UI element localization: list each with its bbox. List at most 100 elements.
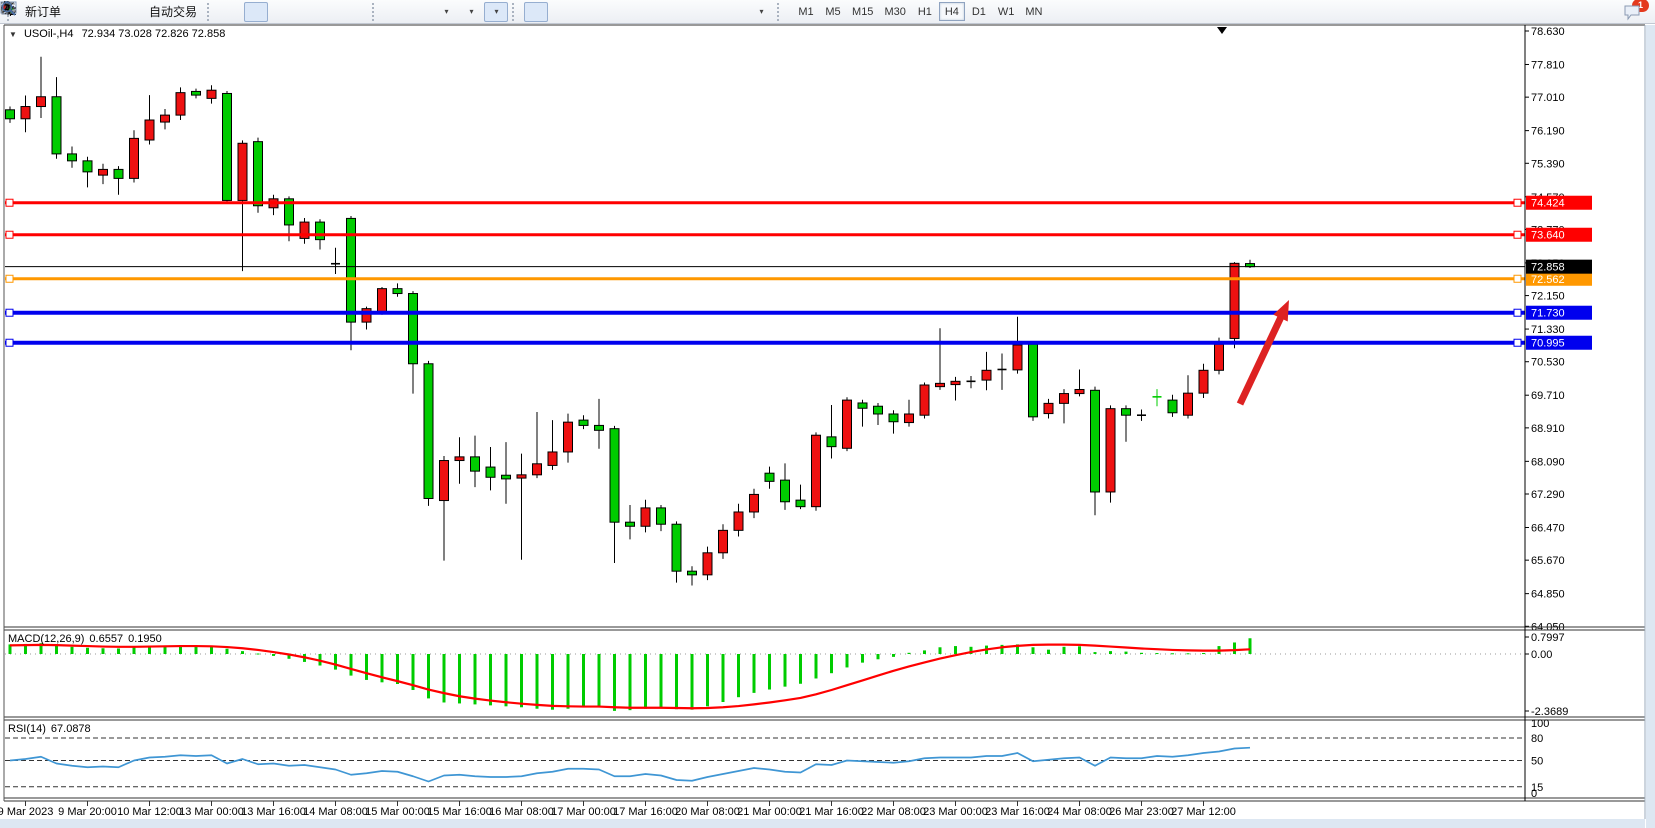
- line-handle[interactable]: [1513, 274, 1522, 283]
- zoom-in-button[interactable]: [1, 1, 318, 22]
- svg-text:72.858: 72.858: [1531, 262, 1565, 274]
- chart-title: ▼ USOil-,H4 72.934 73.028 72.826 72.858: [9, 28, 225, 40]
- svg-text:78.630: 78.630: [1531, 26, 1565, 38]
- line-handle[interactable]: [5, 198, 14, 207]
- svg-text:68.090: 68.090: [1531, 456, 1565, 468]
- line-handle[interactable]: [1513, 338, 1522, 347]
- line-handle[interactable]: [1513, 198, 1522, 207]
- svg-text:64.850: 64.850: [1531, 589, 1565, 601]
- svg-text:69.710: 69.710: [1531, 390, 1565, 402]
- period-button[interactable]: ▾: [2, 2, 483, 22]
- timeframe-h4[interactable]: H4: [938, 2, 965, 21]
- chart-shift-marker[interactable]: [1217, 27, 1227, 34]
- text-tool-button[interactable]: A: [4, 2, 723, 22]
- line-handle[interactable]: [1513, 230, 1522, 239]
- svg-text:67.290: 67.290: [1531, 489, 1565, 501]
- line-handle[interactable]: [5, 274, 14, 283]
- chart-menu-triangle[interactable]: ▼: [9, 30, 17, 39]
- svg-text:0: 0: [1531, 788, 1537, 800]
- timeframe-group: M1 M5 M15 M30 H1 H4 D1 W1 MN: [793, 2, 1047, 21]
- svg-text:71.730: 71.730: [1531, 308, 1565, 320]
- macd-name: MACD(12,26,9): [8, 633, 85, 645]
- svg-text:17 Mar 00:00: 17 Mar 00:00: [551, 806, 616, 818]
- vertical-line-tool-button[interactable]: [7, 2, 598, 22]
- horizontal-line-tool-button[interactable]: [2, 2, 623, 22]
- toolbar-grip[interactable]: [777, 2, 785, 21]
- templates-button[interactable]: ▾: [1, 1, 458, 22]
- channel-tool-button[interactable]: E: [0, 1, 673, 22]
- svg-text:15 Mar 16:00: 15 Mar 16:00: [427, 806, 492, 818]
- rsi-name: RSI(14): [8, 723, 46, 735]
- svg-text:20 Mar 08:00: 20 Mar 08:00: [675, 806, 740, 818]
- zoom-out-button[interactable]: [1, 1, 343, 22]
- line-handle[interactable]: [1513, 308, 1522, 317]
- text-icon: A: [4, 3, 12, 15]
- timeframe-m1[interactable]: M1: [793, 2, 819, 21]
- line-handle[interactable]: [5, 230, 14, 239]
- svg-text:100: 100: [1531, 718, 1549, 730]
- line-handle[interactable]: [5, 308, 14, 317]
- trendline-tool-button[interactable]: [1, 2, 648, 22]
- svg-text:13 Mar 00:00: 13 Mar 00:00: [179, 806, 244, 818]
- notifications-button[interactable]: 1: [1623, 0, 1649, 21]
- crosshair-tool-button[interactable]: [1, 1, 573, 22]
- svg-text:17 Mar 16:00: 17 Mar 16:00: [613, 806, 678, 818]
- macd-value: 0.6557: [89, 633, 124, 645]
- timeframe-m15[interactable]: M15: [847, 2, 878, 21]
- svg-text:80: 80: [1531, 733, 1543, 745]
- line-price-flag: [1526, 271, 1592, 286]
- cursor-tool-button[interactable]: [4, 1, 549, 22]
- svg-text:0.00: 0.00: [1531, 649, 1552, 661]
- terminal-button[interactable]: [1, 1, 117, 22]
- line-price-flag: [1526, 227, 1592, 242]
- chart-ohlc-values: 72.934 73.028 72.826 72.858: [81, 28, 226, 40]
- fibonacci-tool-button[interactable]: F: [1, 2, 698, 22]
- svg-text:13 Mar 16:00: 13 Mar 16:00: [241, 806, 306, 818]
- line-chart-mode-button[interactable]: [1, 2, 293, 22]
- candles-layer: [5, 56, 1255, 586]
- bar-chart-mode-button[interactable]: [2, 2, 243, 22]
- timeframe-m30[interactable]: M30: [879, 2, 910, 21]
- timeframe-mn[interactable]: MN: [1020, 2, 1047, 21]
- timeframe-w1[interactable]: W1: [993, 2, 1020, 21]
- profile-step-button[interactable]: [2, 2, 433, 22]
- timeframe-m5[interactable]: M5: [820, 2, 846, 21]
- svg-text:23 Mar 16:00: 23 Mar 16:00: [985, 806, 1050, 818]
- tile-windows-button[interactable]: [2, 2, 368, 22]
- profile-forward-button[interactable]: [2, 2, 408, 22]
- svg-text:15 Mar 00:00: 15 Mar 00:00: [365, 806, 430, 818]
- arrows-tool-button[interactable]: ▾: [1, 2, 773, 22]
- line-price-flag: [1526, 195, 1592, 210]
- indicators-button[interactable]: ▾: [0, 1, 509, 22]
- svg-text:10 Mar 12:00: 10 Mar 12:00: [117, 806, 182, 818]
- market-watch-button[interactable]: [0, 2, 92, 22]
- svg-text:71.330: 71.330: [1531, 324, 1565, 336]
- new-order-button[interactable]: 新订单: [19, 2, 67, 22]
- strategy-tester-button[interactable]: [1, 1, 142, 22]
- candlestick-mode-button[interactable]: [2, 1, 269, 22]
- svg-text:0.7997: 0.7997: [1531, 632, 1565, 644]
- chat-bubble-icon: [1624, 5, 1640, 20]
- svg-text:72.150: 72.150: [1531, 291, 1565, 303]
- svg-text:77.010: 77.010: [1531, 92, 1565, 104]
- auto-trading-button[interactable]: 自动交易: [1, 1, 203, 22]
- svg-text:9 Mar 20:00: 9 Mar 20:00: [58, 806, 117, 818]
- trend-arrow[interactable]: [1236, 300, 1289, 406]
- search-icon[interactable]: [0, 0, 17, 17]
- toolbar-grip[interactable]: [512, 2, 520, 21]
- svg-text:24 Mar 08:00: 24 Mar 08:00: [1047, 806, 1112, 818]
- line-handle[interactable]: [5, 338, 14, 347]
- toolbar-grip[interactable]: [372, 2, 380, 21]
- timeframe-h1[interactable]: H1: [912, 2, 938, 21]
- toolbar-right-group: 1: [1, 0, 1655, 21]
- rsi-value: 67.0878: [50, 723, 91, 735]
- svg-text:76.190: 76.190: [1531, 126, 1565, 138]
- timeframe-d1[interactable]: D1: [966, 2, 992, 21]
- svg-text:74.424: 74.424: [1531, 198, 1565, 210]
- svg-text:68.910: 68.910: [1531, 423, 1565, 435]
- toolbar-grip[interactable]: [207, 2, 215, 21]
- dropdown-caret: ▾: [444, 7, 449, 16]
- text-label-tool-button[interactable]: T: [1, 2, 748, 22]
